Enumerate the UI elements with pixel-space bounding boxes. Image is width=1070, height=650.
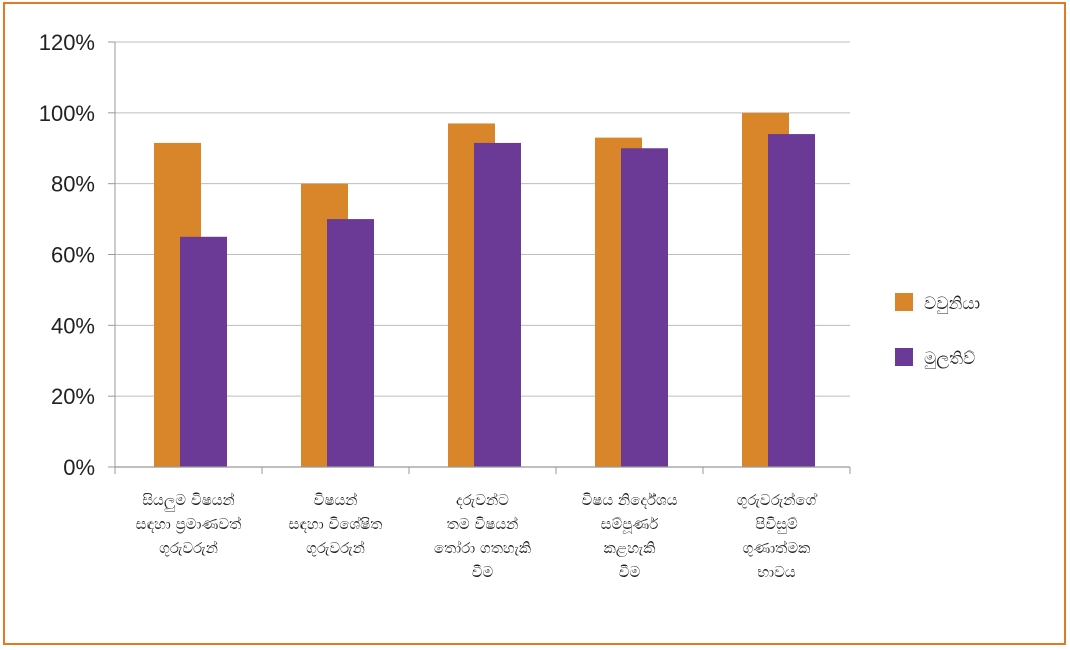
x-category-label: විෂයන් සඳහා විශේෂිත ගුරුවරුන් — [288, 491, 382, 557]
y-tick-label: 60% — [51, 243, 95, 268]
x-category-label: ගුරුවරුන්ගේ පිවිසුම් ගුණාත්මක භාවය — [737, 491, 818, 581]
bar-series1-cat2 — [474, 143, 521, 467]
x-category-label: සියලුම විෂයන් සඳහා ප්‍රමාණවත් ගුරුවරුන් — [136, 491, 242, 557]
y-tick-label: 120% — [39, 30, 95, 55]
y-tick-label: 20% — [51, 384, 95, 409]
legend: වවුනියා මුලතිව් — [895, 293, 980, 369]
x-category-label: දරුවන්ට තම විෂයන් තෝරා ගතහැකි වීම — [434, 491, 531, 581]
y-tick-label: 0% — [63, 455, 95, 480]
legend-label-series1: මුලතිව් — [924, 349, 975, 369]
y-tick-label: 40% — [51, 313, 95, 338]
legend-label-series0: වවුනියා — [924, 294, 980, 314]
x-category-label: විෂය නිර්දේශය සම්පූර්ණ කළහැකි වීම — [581, 491, 677, 581]
bar-series1-cat4 — [768, 134, 815, 467]
bars — [154, 113, 815, 467]
y-tick-label: 80% — [51, 172, 95, 197]
legend-swatch-series0 — [895, 293, 913, 311]
y-tick-label: 100% — [39, 101, 95, 126]
bar-series1-cat1 — [327, 219, 374, 467]
y-tick-labels: 0% 20% 40% 60% 80% 100% 120% — [39, 30, 95, 480]
bar-series1-cat0 — [180, 237, 227, 467]
x-category-labels: සියලුම විෂයන් සඳහා ප්‍රමාණවත් ගුරුවරුන් විෂ… — [136, 491, 818, 581]
bar-series1-cat3 — [621, 148, 668, 467]
legend-swatch-series1 — [895, 348, 913, 366]
